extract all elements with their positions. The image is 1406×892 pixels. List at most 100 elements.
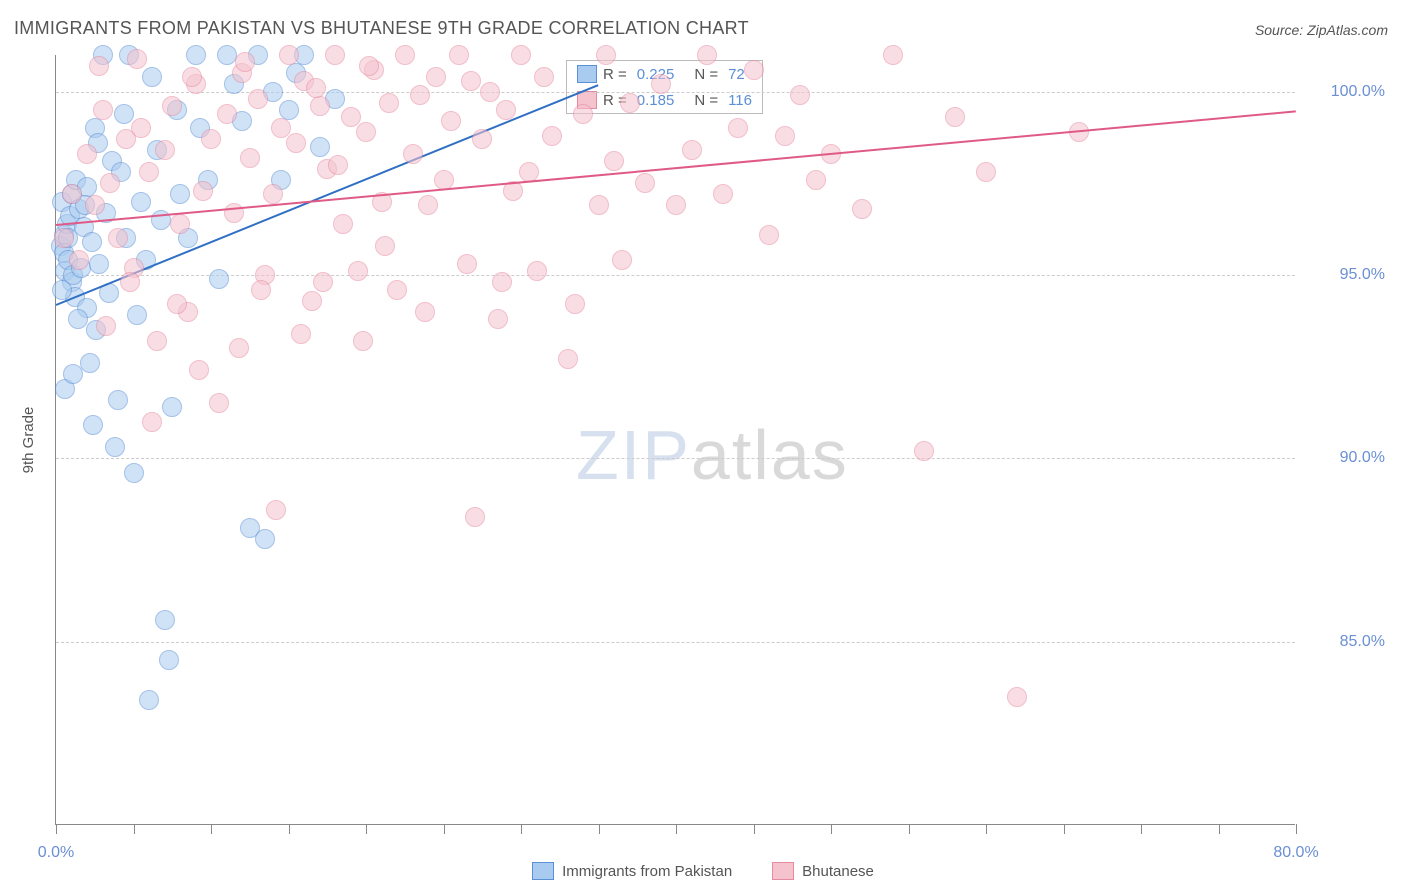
data-point [461, 71, 481, 91]
data-point [596, 45, 616, 65]
data-point [271, 118, 291, 138]
data-point [542, 126, 562, 146]
source-attribution: Source: ZipAtlas.com [1255, 22, 1388, 38]
scatter-plot-area: ZIPatlas R =0.225N =72R =0.185N =116 85.… [55, 55, 1295, 825]
xtick [444, 824, 445, 834]
data-point [85, 195, 105, 215]
data-point [77, 144, 97, 164]
stats-r-value: 0.185 [637, 92, 675, 109]
data-point [511, 45, 531, 65]
data-point [240, 148, 260, 168]
legend: Immigrants from Pakistan Bhutanese [0, 862, 1406, 880]
data-point [120, 272, 140, 292]
data-point [527, 261, 547, 281]
watermark: ZIPatlas [576, 415, 849, 495]
data-point [457, 254, 477, 274]
data-point [162, 397, 182, 417]
data-point [159, 650, 179, 670]
data-point [914, 441, 934, 461]
stats-n-value: 72 [728, 66, 745, 83]
gridline [56, 642, 1295, 643]
data-point [229, 338, 249, 358]
ytick-label: 85.0% [1305, 633, 1385, 651]
data-point [209, 269, 229, 289]
data-point [728, 118, 748, 138]
gridline [56, 458, 1295, 459]
data-point [620, 93, 640, 113]
data-point [790, 85, 810, 105]
data-point [651, 74, 671, 94]
data-point [54, 228, 74, 248]
data-point [63, 364, 83, 384]
data-point [418, 195, 438, 215]
data-point [492, 272, 512, 292]
xtick [366, 824, 367, 834]
data-point [310, 96, 330, 116]
data-point [131, 192, 151, 212]
data-point [410, 85, 430, 105]
xtick [676, 824, 677, 834]
data-point [744, 60, 764, 80]
data-point [162, 96, 182, 116]
data-point [883, 45, 903, 65]
data-point [635, 173, 655, 193]
data-point [449, 45, 469, 65]
data-point [496, 100, 516, 120]
data-point [263, 184, 283, 204]
xtick [831, 824, 832, 834]
data-point [235, 52, 255, 72]
data-point [775, 126, 795, 146]
data-point [217, 104, 237, 124]
data-point [142, 67, 162, 87]
data-point [589, 195, 609, 215]
data-point [1007, 687, 1027, 707]
data-point [759, 225, 779, 245]
data-point [217, 45, 237, 65]
legend-label: Bhutanese [802, 863, 874, 880]
xtick [599, 824, 600, 834]
legend-swatch [772, 862, 794, 880]
data-point [573, 104, 593, 124]
data-point [333, 214, 353, 234]
xtick [986, 824, 987, 834]
data-point [251, 280, 271, 300]
data-point [341, 107, 361, 127]
data-point [248, 89, 268, 109]
legend-item: Immigrants from Pakistan [532, 862, 732, 880]
data-point [82, 232, 102, 252]
xtick [1296, 824, 1297, 834]
data-point [105, 437, 125, 457]
data-point [124, 463, 144, 483]
xtick [909, 824, 910, 834]
data-point [945, 107, 965, 127]
stats-r-label: R = [603, 66, 627, 83]
data-point [313, 272, 333, 292]
data-point [604, 151, 624, 171]
data-point [131, 118, 151, 138]
data-point [155, 610, 175, 630]
xtick [134, 824, 135, 834]
ytick-label: 90.0% [1305, 449, 1385, 467]
data-point [96, 316, 116, 336]
data-point [167, 294, 187, 314]
data-point [142, 412, 162, 432]
data-point [375, 236, 395, 256]
data-point [697, 45, 717, 65]
data-point [379, 93, 399, 113]
yaxis-label: 9th Grade [20, 407, 37, 474]
data-point [286, 133, 306, 153]
data-point [108, 228, 128, 248]
gridline [56, 275, 1295, 276]
xtick [754, 824, 755, 834]
data-point [182, 67, 202, 87]
data-point [279, 100, 299, 120]
data-point [310, 137, 330, 157]
data-point [62, 184, 82, 204]
data-point [359, 56, 379, 76]
data-point [306, 78, 326, 98]
data-point [356, 122, 376, 142]
data-point [852, 199, 872, 219]
data-point [488, 309, 508, 329]
chart-title: IMMIGRANTS FROM PAKISTAN VS BHUTANESE 9T… [14, 18, 749, 39]
data-point [139, 690, 159, 710]
